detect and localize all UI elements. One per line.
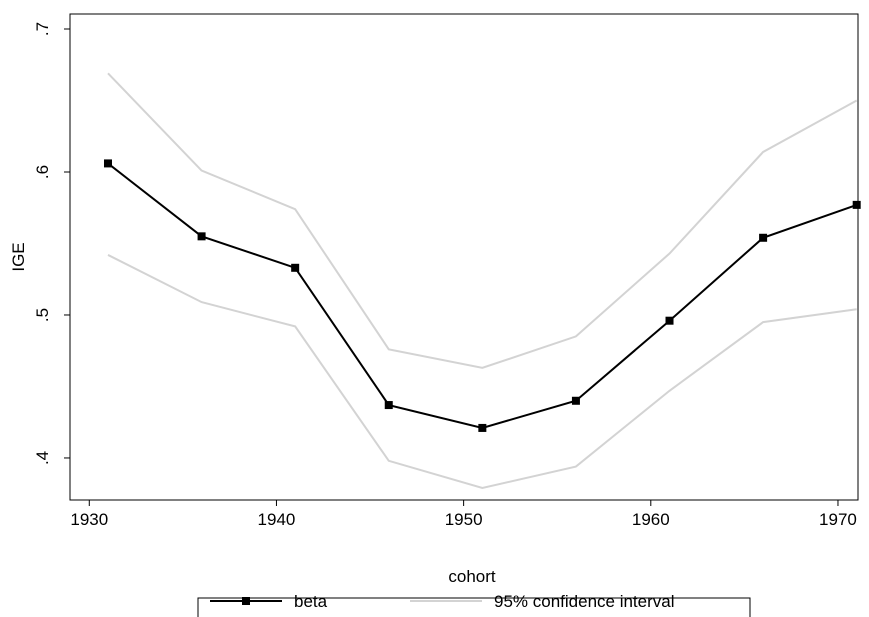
x-tick-label: 1950 [445,510,483,529]
marker [478,423,487,432]
x-tick-label: 1930 [70,510,108,529]
marker [103,159,112,168]
y-tick-label: .4 [33,451,52,465]
y-axis-title: IGE [9,242,28,271]
x-tick-label: 1960 [632,510,670,529]
y-tick-label: .6 [33,165,52,179]
line [107,72,858,369]
legend-label: 95% confidence interval [494,592,675,611]
marker [665,316,674,325]
legend-box [197,597,751,617]
marker [571,396,580,405]
marker [291,263,300,272]
legend-marker [242,597,250,605]
x-tick-label: 1940 [258,510,296,529]
x-tick-label: 1970 [819,510,857,529]
legend-label: beta [294,592,328,611]
line [107,162,858,429]
line [107,254,857,490]
plot-frame [69,13,859,501]
marker [852,200,861,209]
x-axis-title: cohort [448,567,496,586]
y-tick-label: .5 [33,308,52,322]
marker [384,401,393,410]
marker [759,233,768,242]
marker [197,232,206,241]
y-tick-label: .7 [33,22,52,36]
